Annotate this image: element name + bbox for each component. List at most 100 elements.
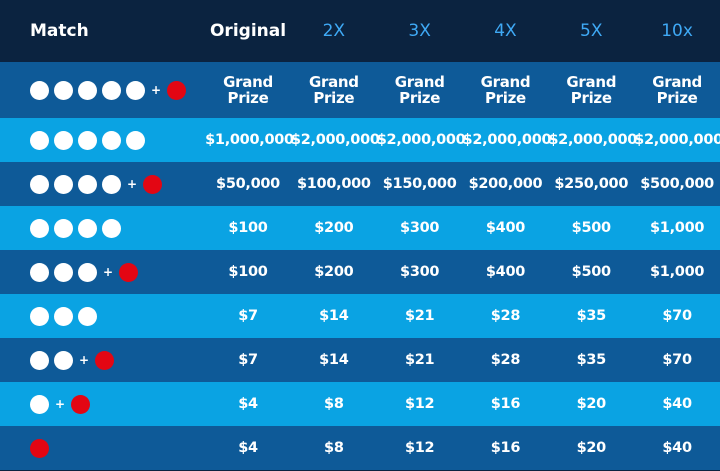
header-multiplier-3x: 3X [408,21,431,41]
plus-sign: + [151,83,161,97]
prize-cell: $200 [314,264,354,280]
white-ball-icon [54,130,73,150]
prize-cell: $16 [490,440,521,456]
prize-cell: $400 [485,220,526,236]
prize-cell: $1,000 [650,220,705,236]
white-ball-icon [54,174,73,194]
plus-sign: + [103,265,113,279]
prize-cell: $21 [404,308,435,324]
prize-cell: $2,000,000 [634,132,720,148]
white-ball-icon [78,80,97,100]
white-ball-icon [102,218,121,238]
prize-cell: $28 [490,352,521,368]
table-row: $4 $8 $12 $16 $20 $40 [0,426,720,470]
plus-sign: + [79,353,89,367]
white-ball-icon [54,350,73,370]
white-ball-icon [126,130,145,150]
red-ball-icon [30,438,49,458]
prize-cell: $16 [490,396,521,412]
prize-cell: Grand Prize [223,73,273,107]
header-row: Match Original 2X 3X 4X 5X 10x [0,0,720,62]
prize-cell: $7 [238,308,258,324]
ball-combination: + [30,262,205,282]
white-ball-icon [102,80,121,100]
prize-cell: $300 [400,220,440,236]
prize-cell: Grand Prize [394,73,445,107]
plus-sign: + [55,397,65,411]
table-row: + $100 $200 $300 $400 $500 $1,000 [0,250,720,294]
ball-combination [30,306,205,326]
prize-cell: $14 [319,308,349,324]
header-multiplier-4x: 4X [494,21,517,41]
table-row: $100 $200 $300 $400 $500 $1,000 [0,206,720,250]
table-row: + $4 $8 $12 $16 $20 $40 [0,382,720,426]
table-row: + $7 $14 $21 $28 $35 $70 [0,338,720,382]
prize-cell: $35 [576,308,607,324]
white-ball-icon [126,80,145,100]
table-body: + Grand Prize Grand Prize Grand Prize Grand … [0,62,720,470]
white-ball-icon [78,262,97,282]
white-ball-icon [30,262,49,282]
prize-cell: $500 [571,264,611,280]
prize-cell: $28 [490,308,521,324]
prize-cell: $300 [400,264,440,280]
prize-cell: $400 [485,264,526,280]
table-row: + $50,000 $100,000 $150,000 $200,000 $250,000… [0,162,720,206]
match-cell: + [0,62,205,118]
white-ball-icon [54,262,73,282]
ball-combination: + [30,80,205,100]
prize-cell: $200,000 [468,176,543,192]
white-ball-icon [30,80,49,100]
prize-cell: $200 [314,220,354,236]
match-cell [0,294,205,338]
plus-sign: + [127,177,137,191]
white-ball-icon [102,174,121,194]
prize-cell: $150,000 [382,176,457,192]
prize-cell: $8 [324,440,344,456]
red-ball-icon [118,262,138,282]
white-ball-icon [102,130,121,150]
ball-combination [30,218,205,238]
prize-cell: $100 [228,220,268,236]
prize-cell: $8 [324,396,344,412]
white-ball-icon [30,218,49,238]
white-ball-icon [54,306,73,326]
table-header: Match Original 2X 3X 4X 5X 10x [0,0,720,62]
prize-cell: $70 [662,308,692,324]
white-ball-icon [78,306,97,326]
prize-cell: $100,000 [296,176,371,192]
header-multiplier-2x: 2X [322,21,346,41]
white-ball-icon [30,306,49,326]
red-ball-icon [70,394,90,414]
header-match: Match [30,21,89,41]
white-ball-icon [30,174,49,194]
header-original: Original [209,21,287,41]
match-cell: + [0,338,205,382]
white-ball-icon [54,218,73,238]
match-cell: + [0,162,205,206]
white-ball-icon [30,130,49,150]
table-row: $7 $14 $21 $28 $35 $70 [0,294,720,338]
white-ball-icon [78,218,97,238]
prize-cell: $50,000 [216,176,280,192]
white-ball-icon [30,394,49,414]
match-cell [0,118,205,162]
table-row: + Grand Prize Grand Prize Grand Prize Grand … [0,62,720,118]
prize-cell: Grand Prize [566,73,617,107]
ball-combination [30,438,205,458]
prize-cell: $500,000 [640,176,714,192]
red-ball-icon [142,174,162,194]
prize-cell: $20 [576,440,607,456]
ball-combination [30,130,205,150]
prize-cell: $40 [662,440,692,456]
prize-cell: $14 [319,352,349,368]
prize-cell: $20 [576,396,607,412]
prize-cell: $2,000,000 [462,132,552,148]
prize-cell: Grand Prize [652,73,702,107]
prize-cell: $100 [228,264,268,280]
prize-cell: $7 [238,352,258,368]
prize-cell: $500 [571,220,611,236]
prize-cell: $35 [576,352,607,368]
prize-cell: $12 [404,440,435,456]
